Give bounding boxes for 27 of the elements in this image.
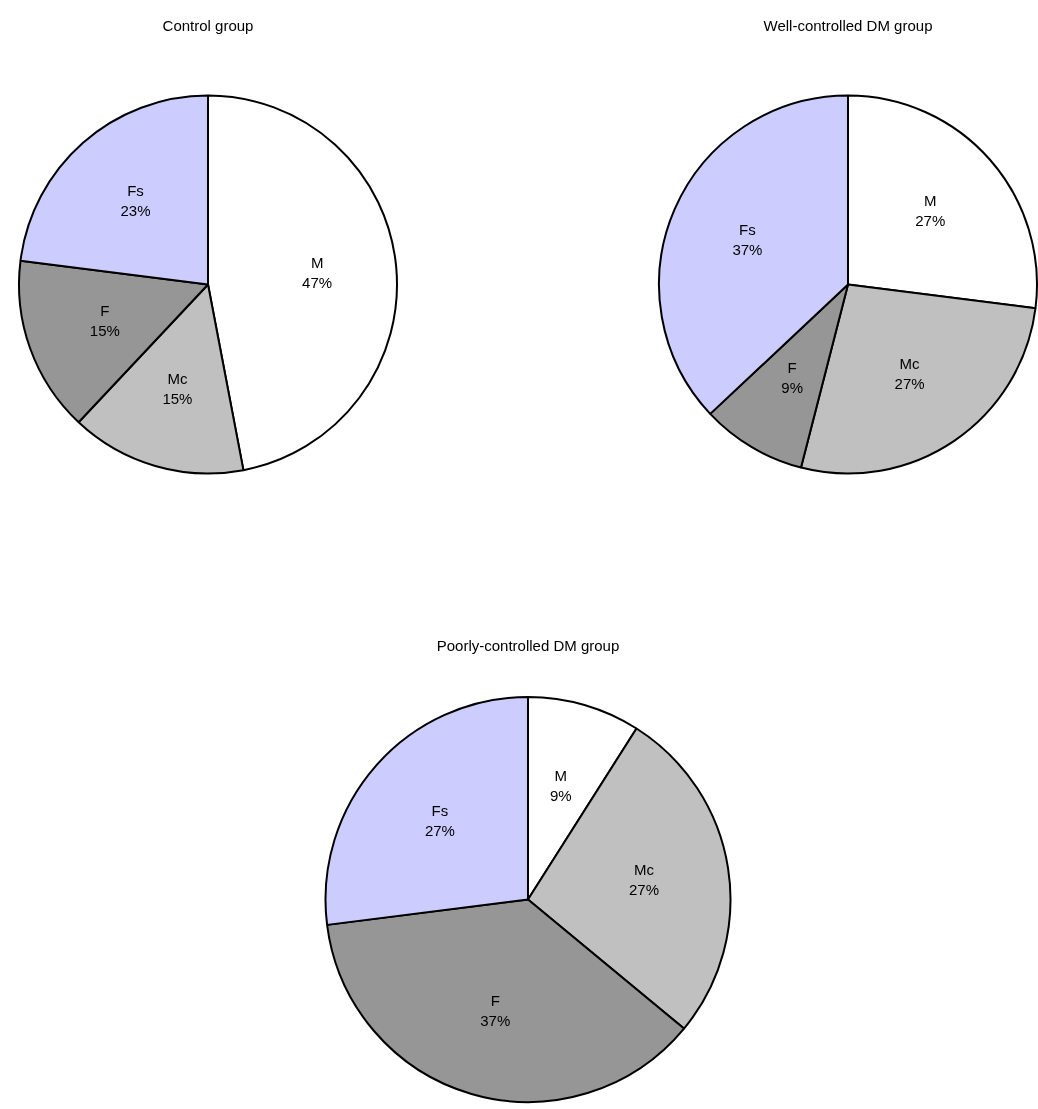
data-label: 37% bbox=[732, 241, 763, 259]
data-label: 27% bbox=[628, 881, 660, 899]
slice-label: F bbox=[490, 992, 500, 1010]
slice-label: M bbox=[554, 766, 568, 784]
chart-title: Control group bbox=[162, 17, 254, 35]
chart-title: Poorly-controlled DM group bbox=[436, 637, 620, 655]
data-label: 37% bbox=[480, 1012, 511, 1030]
slice-label: Mc bbox=[634, 861, 655, 879]
slice-label: Fs bbox=[431, 801, 449, 819]
slice-label: F bbox=[100, 301, 110, 319]
slice-label: M bbox=[310, 254, 324, 272]
chart-title: Well-controlled DM group bbox=[763, 17, 933, 35]
data-label: 27% bbox=[915, 212, 946, 230]
data-label: 47% bbox=[302, 274, 333, 292]
slice-label: M bbox=[923, 192, 937, 210]
data-label: 15% bbox=[89, 321, 120, 339]
data-label: 15% bbox=[162, 389, 193, 407]
data-label: 27% bbox=[424, 821, 455, 839]
slice-label: F bbox=[787, 359, 797, 376]
data-label: 9% bbox=[781, 379, 804, 396]
slice-label: Fs bbox=[739, 221, 756, 239]
slice-label: Fs bbox=[127, 182, 144, 200]
data-label: 23% bbox=[120, 202, 151, 220]
slice-label: Mc bbox=[167, 369, 188, 387]
data-label: 9% bbox=[549, 786, 572, 804]
slice-label: Mc bbox=[899, 355, 921, 373]
data-label: 27% bbox=[894, 375, 925, 393]
